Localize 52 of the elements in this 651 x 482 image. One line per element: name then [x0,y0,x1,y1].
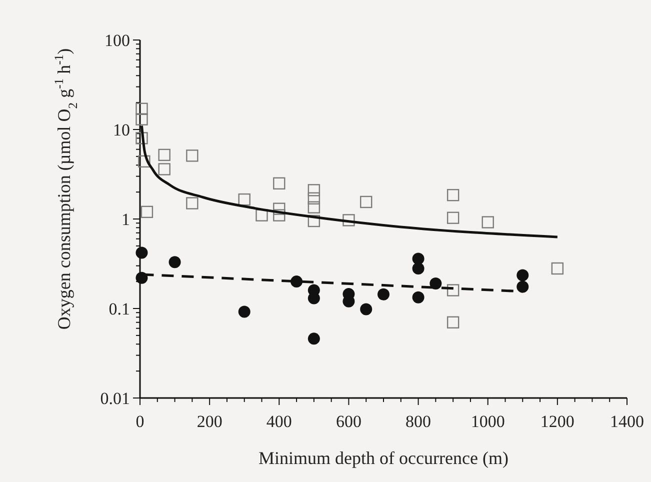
point [378,288,390,300]
x-tick-label: 800 [406,412,432,431]
x-axis-title: Minimum depth of occurrence (m) [258,448,508,468]
x-tick-label: 200 [196,412,222,431]
point [342,214,355,226]
x-tick-label: 600 [336,412,362,431]
point [446,284,460,296]
point [238,306,250,318]
point [360,196,372,208]
point [136,272,148,284]
point [551,262,564,275]
x-tick-label: 1000 [470,412,505,431]
point [136,113,148,126]
point [158,148,170,162]
point [412,291,424,304]
point [308,184,320,196]
point [360,303,372,316]
y-tick-label: 10 [113,120,130,140]
point [290,276,303,288]
point [516,269,529,282]
point [158,163,170,176]
x-tick-label: 1400 [610,412,644,431]
point [308,201,320,214]
x-tick-label: 1200 [540,412,574,431]
point [273,177,286,190]
point [186,197,198,210]
point [412,262,424,274]
y-tick-label: 0.01 [100,389,130,408]
point [446,188,460,202]
point [308,192,320,204]
point [446,212,460,224]
x-tick-label: 400 [266,412,292,431]
point [516,280,529,293]
point [482,216,494,228]
point [136,132,148,144]
point [168,256,181,268]
point [138,155,150,168]
x-tick-label: 0 [136,412,144,431]
y-tick-label: 0.1 [108,300,130,318]
point [430,278,442,290]
y-tick-label: 100 [104,31,130,50]
point [140,206,154,218]
point [308,332,320,345]
y-tick-label: 1 [122,210,130,229]
point [308,214,320,228]
point [238,193,250,206]
point [273,209,286,222]
point [136,246,148,259]
point [136,102,148,115]
point [273,202,286,215]
point [186,150,198,162]
point [446,316,460,328]
